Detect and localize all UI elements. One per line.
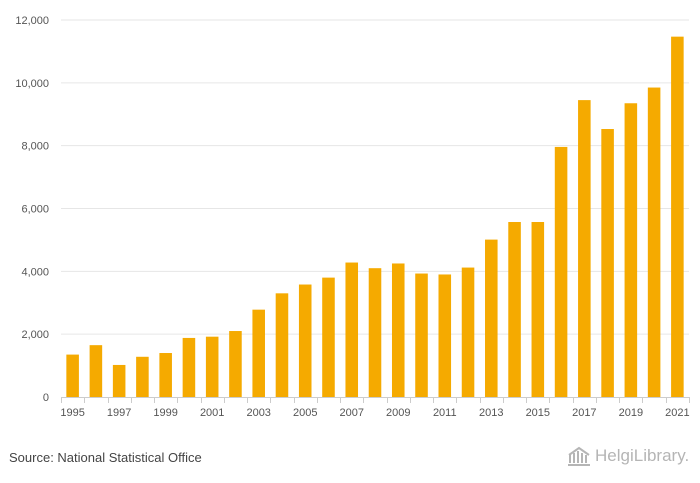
bar-1997 [112, 364, 126, 397]
bar-2006 [322, 277, 335, 397]
y-tick-label: 4,000 [21, 266, 49, 278]
library-building-icon [568, 446, 590, 466]
bar-2015 [531, 222, 545, 397]
x-tick-label: 2005 [293, 407, 317, 419]
bar-2018 [601, 129, 614, 397]
bar-chart: 0 2,000 4,000 6,000 8,000 10,000 12,000 1995 199… [15, 15, 690, 419]
y-tick-label: 6,000 [21, 204, 49, 216]
bar-2014 [508, 222, 521, 397]
x-tick-label: 2007 [339, 407, 363, 419]
bar-2004 [275, 293, 289, 397]
bar-2016 [554, 146, 568, 397]
bar-1996 [89, 345, 103, 397]
bars [66, 36, 684, 398]
bar-2009 [391, 263, 405, 397]
y-tick-label: 0 [43, 392, 49, 404]
bar-2010 [415, 273, 428, 397]
bar-2021 [671, 36, 684, 398]
bar-2017 [578, 100, 591, 398]
axes: 0 2,000 4,000 6,000 8,000 10,000 12,000 1995 199… [15, 15, 690, 419]
x-tick-label: 2019 [619, 407, 643, 419]
bar-2000 [182, 337, 196, 397]
bar-1999 [159, 353, 172, 397]
x-tick-label: 2011 [433, 407, 457, 419]
bar-2007 [345, 262, 359, 397]
bar-1995 [66, 354, 79, 397]
y-tick-label: 12,000 [15, 15, 49, 27]
bar-2003 [252, 309, 265, 397]
source-note: Source: National Statistical Office [9, 450, 202, 465]
bar-2019 [624, 103, 638, 398]
y-tick-label: 8,000 [21, 141, 49, 153]
logo-text: HelgiLibrary. [595, 446, 690, 465]
x-tick-label: 1999 [153, 407, 177, 419]
x-tick-label: 2003 [246, 407, 270, 419]
x-tick-label: 2017 [572, 407, 596, 419]
bar-2020 [647, 87, 661, 397]
x-tick-label: 2013 [479, 407, 503, 419]
x-tick-label: 1997 [107, 407, 131, 419]
helgi-library-logo: HelgiLibrary. [566, 446, 689, 466]
bar-2002 [229, 331, 242, 397]
bar-1998 [136, 356, 149, 397]
x-tick-label: 2009 [386, 407, 410, 419]
bar-2012 [461, 267, 475, 397]
x-tick-label: 2015 [526, 407, 550, 419]
bar-2001 [205, 336, 219, 397]
x-tick-label: 2001 [200, 407, 224, 419]
bar-2008 [368, 268, 382, 397]
bar-2005 [298, 284, 312, 397]
bar-2013 [485, 239, 498, 397]
bar-2011 [438, 274, 452, 397]
y-tick-label: 10,000 [15, 78, 49, 90]
x-tick-label: 2021 [665, 407, 689, 419]
y-tick-label: 2,000 [21, 329, 49, 341]
x-tick-label: 1995 [60, 407, 84, 419]
